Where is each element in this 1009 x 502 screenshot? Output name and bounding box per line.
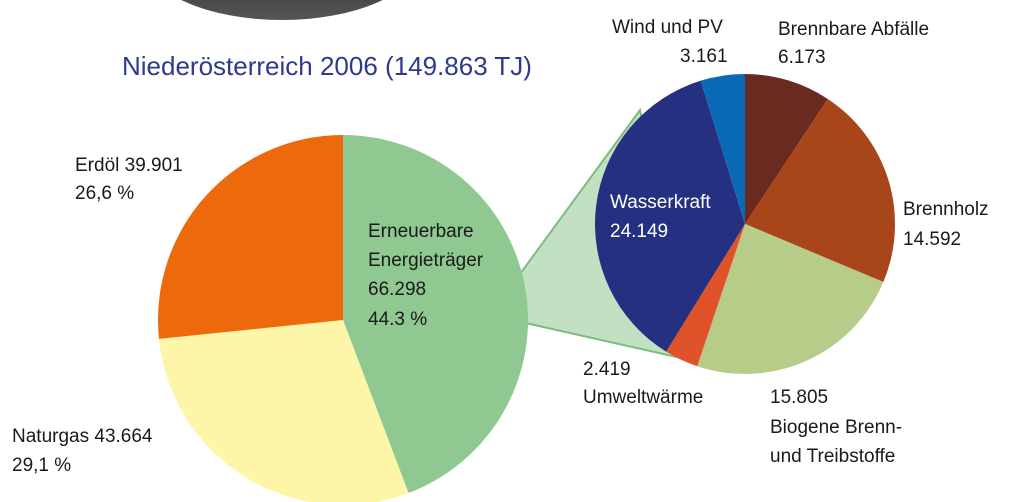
label-name: Naturgas [12,426,89,447]
slice [158,320,409,502]
slice-value: 2.419 [583,359,631,380]
slice-value: 14.592 [903,229,961,250]
slice-label: Brennholz [903,199,989,220]
slice [343,135,528,494]
slice [595,80,745,352]
label-line: und Treibstoffe [770,446,895,467]
slice-value: 66.298 [368,279,426,300]
slice [666,224,745,367]
slice-value: 44.3 % [368,309,427,330]
slice [745,74,828,224]
label-line: Energieträger [368,250,484,271]
slice [158,135,343,339]
slice-label: Wasserkraft [610,192,711,213]
slice [700,74,745,224]
slice-value: 29,1 % [12,455,71,476]
chart-title: Niederösterreich 2006 (149.863 TJ) [122,51,532,81]
slice-value: 26,6 % [75,183,134,204]
label-name: Erdöl [75,155,119,176]
slice-label: Umweltwärme [583,387,703,408]
label-line: Biogene Brenn- [770,417,902,438]
slice-value: 6.173 [778,47,826,68]
slice-label: Brennbare Abfälle [778,19,929,40]
slice [745,98,895,283]
slice-value: 15.805 [770,387,828,408]
slice-value: 3.161 [680,46,728,67]
slice-label: Erneuerbare Energieträger [368,221,484,271]
label-line: Erneuerbare [368,221,474,242]
slice-label: Erdöl 39.901 [75,155,183,176]
slice-label: Wind und PV [612,17,723,38]
slice-label: Naturgas 43.664 [12,426,153,447]
label-value: 39.901 [125,155,183,176]
slice-value: 24.149 [610,221,668,242]
label-value: 43.664 [94,426,153,447]
decor-disc [181,0,383,20]
slice-label: Biogene Brenn-und Treibstoffe [770,417,902,467]
slice [697,224,884,374]
